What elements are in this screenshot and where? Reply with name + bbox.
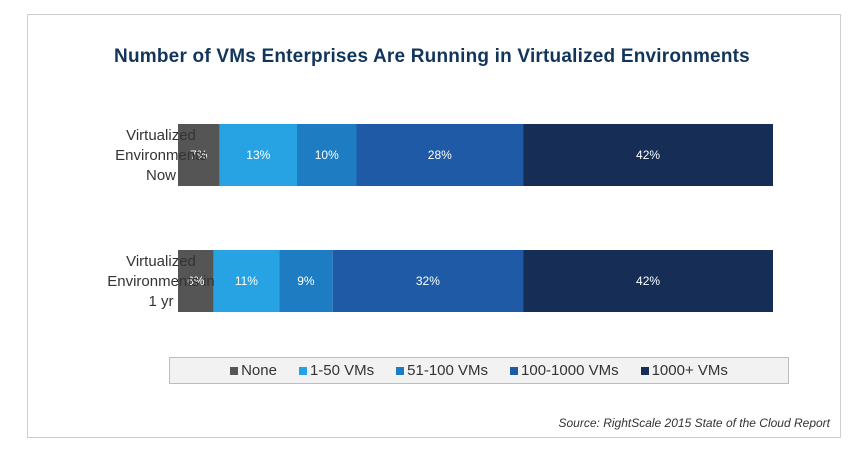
legend-item: 100-1000 VMs [510, 362, 619, 379]
category-label: 1 yr [148, 293, 173, 310]
category-label: Now [146, 167, 176, 184]
chart-title: Number of VMs Enterprises Are Running in… [114, 46, 750, 67]
data-label: 6% [187, 274, 205, 288]
legend-swatch [396, 366, 405, 375]
category-label: Environments [115, 147, 207, 164]
category-label: Virtualized [126, 127, 196, 144]
category-label: Environments in [107, 273, 215, 290]
bar-segment [279, 250, 333, 312]
legend-item: 1-50 VMs [298, 362, 375, 379]
data-label: 42% [636, 148, 660, 162]
legend-swatch [640, 366, 649, 375]
category-label: Virtualized [126, 253, 196, 270]
legend-label: 1-50 VMs [309, 362, 375, 379]
legend-swatch [298, 366, 307, 375]
legend-swatch [510, 366, 519, 375]
legend-label: 51-100 VMs [407, 362, 489, 379]
chart-legend: None 1-50 VMs 51-100 VMs 100-1000 VMs 1000+ … [169, 357, 789, 384]
source-note: Source: RightScale 2015 State of the Clo… [558, 416, 831, 430]
legend-item: 51-100 VMs [396, 362, 488, 379]
legend-label: 100-1000 VMs [521, 362, 619, 379]
legend-label: 1000+ VMs [651, 362, 728, 379]
legend-item: None [230, 362, 277, 379]
bar-segment [213, 250, 280, 312]
data-label: 42% [636, 274, 660, 288]
bar-segment [356, 124, 524, 186]
data-label: 10% [315, 148, 339, 162]
data-label: 28% [428, 148, 452, 162]
bar-segment [219, 124, 297, 186]
bar-segment [523, 250, 773, 312]
bar-segment [297, 124, 357, 186]
data-label: 9% [297, 274, 315, 288]
bar-segment [178, 124, 220, 186]
bar-segment [332, 250, 524, 312]
data-label: 32% [416, 274, 440, 288]
bar-segment [178, 250, 214, 312]
bar-segment [523, 124, 773, 186]
data-label: 13% [246, 148, 270, 162]
data-label: 11% [235, 274, 258, 288]
legend-item: 1000+ VMs [640, 362, 728, 379]
legend-label: None [241, 362, 277, 379]
data-label: 7% [190, 148, 208, 162]
legend-swatch [230, 366, 239, 375]
